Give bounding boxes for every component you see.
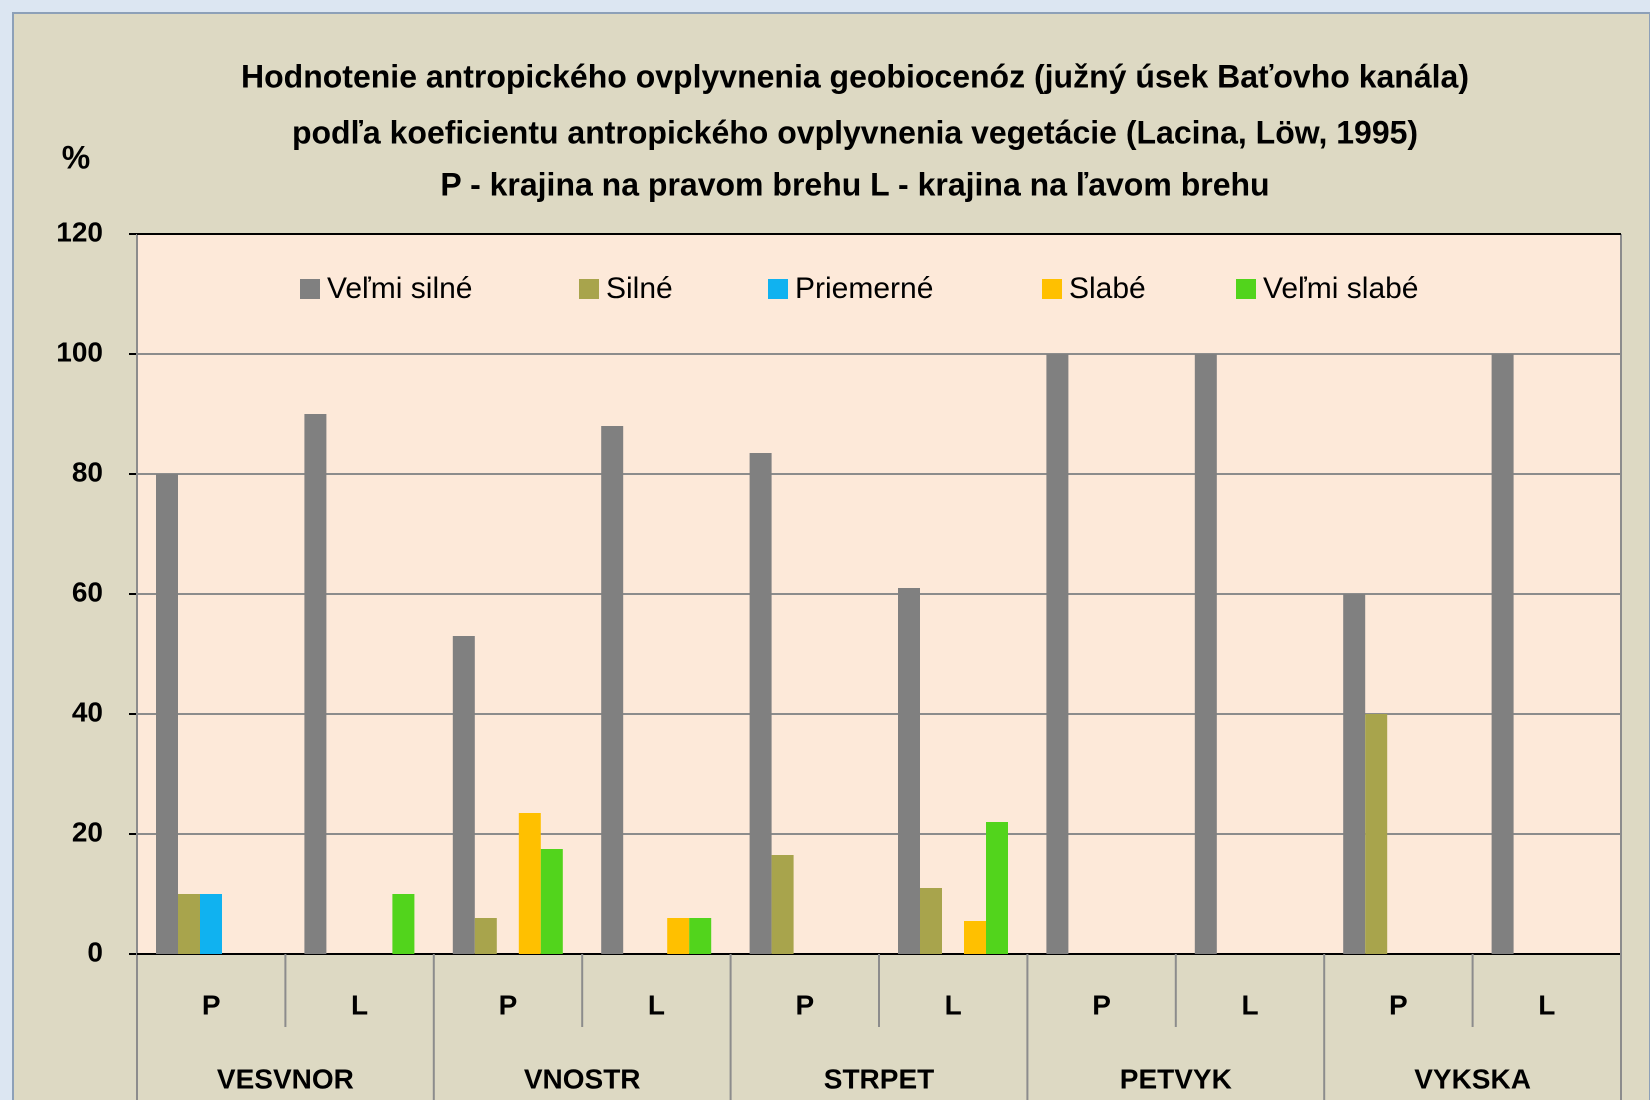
chart-title: podľa koeficientu antropického ovplyvnen… xyxy=(292,114,1418,150)
x-tick-label: P xyxy=(499,989,518,1020)
group-label: STRPET xyxy=(824,1063,934,1094)
bar xyxy=(304,414,327,954)
bar xyxy=(1046,354,1069,954)
legend-swatch xyxy=(768,279,788,299)
bar xyxy=(986,822,1008,954)
x-tick-label: P xyxy=(1389,989,1408,1020)
legend-label: Silné xyxy=(606,272,673,305)
x-tick-label: P xyxy=(202,989,221,1020)
y-tick-label: 60 xyxy=(72,576,103,607)
x-tick-label: L xyxy=(351,989,368,1020)
bar xyxy=(452,636,475,954)
legend-swatch xyxy=(579,279,599,299)
legend-label: Veľmi slabé xyxy=(1263,272,1419,305)
y-tick-label: 80 xyxy=(72,456,103,487)
bar xyxy=(1343,594,1366,954)
bar xyxy=(1194,354,1217,954)
bar xyxy=(1365,714,1388,954)
y-tick-label: 0 xyxy=(87,936,103,967)
y-tick-label: 100 xyxy=(56,336,103,367)
bar xyxy=(920,888,942,954)
bar xyxy=(898,588,920,954)
legend-label: Slabé xyxy=(1069,272,1146,305)
y-tick-label: 40 xyxy=(72,696,103,727)
bar xyxy=(601,426,624,954)
bar xyxy=(689,918,712,954)
legend-swatch xyxy=(300,279,320,299)
x-tick-label: P xyxy=(795,989,814,1020)
x-tick-label: P xyxy=(1092,989,1111,1020)
x-tick-label: L xyxy=(945,989,962,1020)
chart-title: P - krajina na pravom brehu L - krajina … xyxy=(440,166,1269,202)
y-tick-label: 20 xyxy=(72,816,103,847)
group-label: PETVYK xyxy=(1120,1063,1232,1094)
bar xyxy=(474,918,497,954)
chart-title: Hodnotenie antropického ovplyvnenia geob… xyxy=(241,58,1469,94)
y-tick-label: 120 xyxy=(56,216,103,247)
group-label: VYKSKA xyxy=(1414,1063,1531,1094)
legend-label: Veľmi silné xyxy=(327,272,472,305)
legend-swatch xyxy=(1236,279,1256,299)
legend-label: Priemerné xyxy=(795,272,933,305)
bar xyxy=(771,855,794,954)
bar xyxy=(178,894,200,954)
bar xyxy=(667,918,690,954)
x-tick-label: L xyxy=(648,989,665,1020)
group-label: VESVNOR xyxy=(217,1063,354,1094)
group-label: VNOSTR xyxy=(524,1063,641,1094)
x-tick-label: L xyxy=(1538,989,1555,1020)
bar xyxy=(156,474,178,954)
bar xyxy=(200,894,222,954)
bar xyxy=(392,894,415,954)
legend-swatch xyxy=(1042,279,1062,299)
bar xyxy=(518,813,541,954)
y-axis-label: % xyxy=(62,139,90,175)
bar xyxy=(964,921,986,954)
bar xyxy=(749,453,772,954)
bar xyxy=(1491,354,1514,954)
x-tick-label: L xyxy=(1241,989,1258,1020)
bar xyxy=(540,849,563,954)
